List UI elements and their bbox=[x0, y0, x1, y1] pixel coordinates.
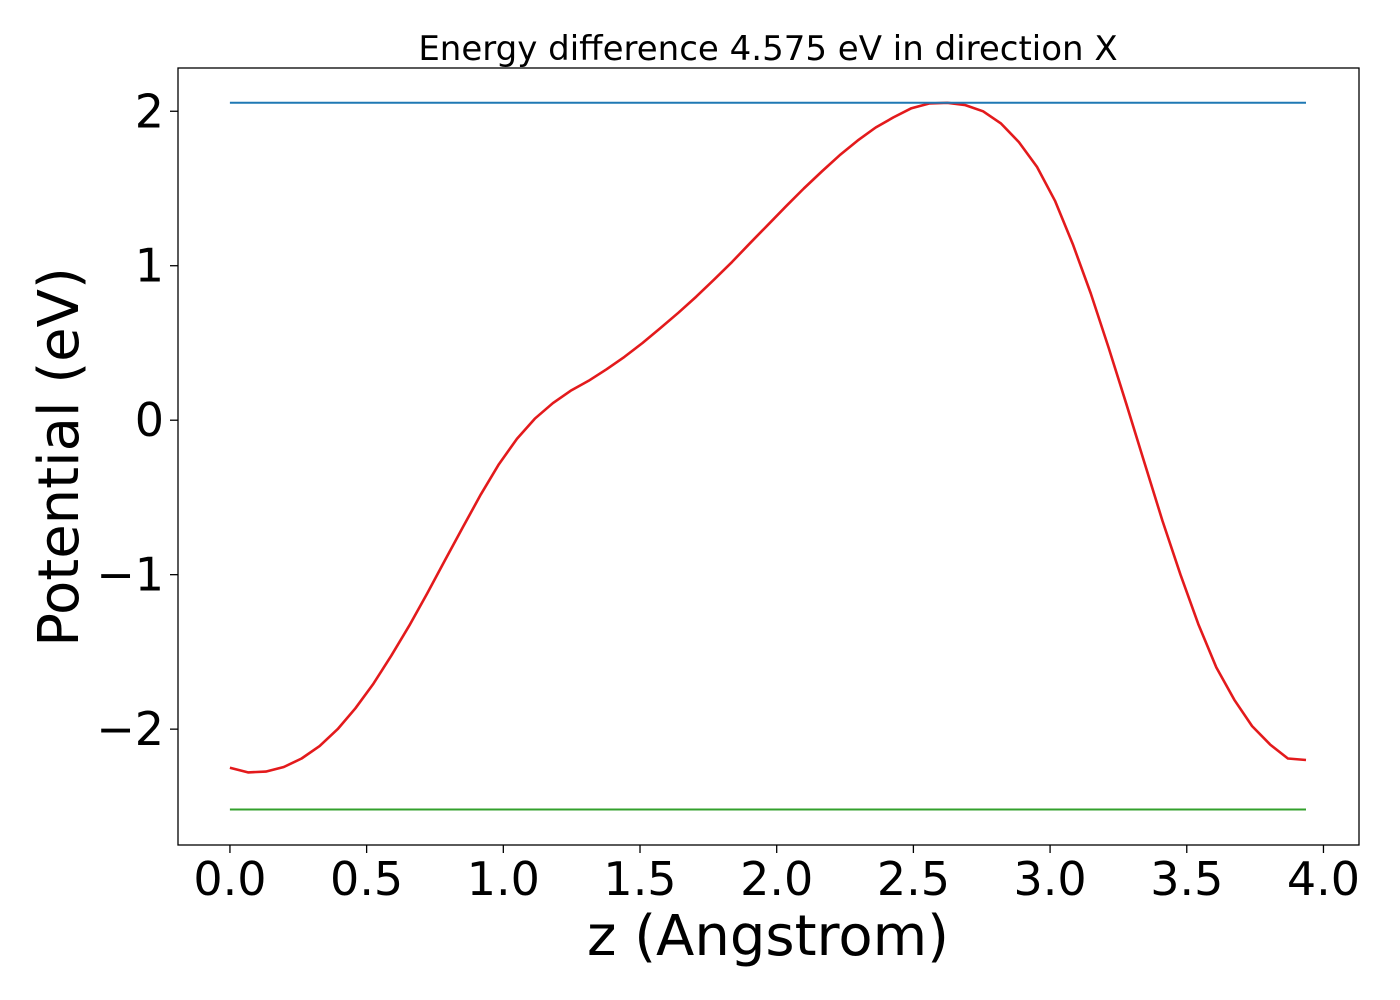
y-tick-label: 0 bbox=[135, 393, 164, 447]
x-axis: 0.0 0.5 1.0 1.5 2.0 2.5 3.0 3.5 4.0 bbox=[193, 845, 1360, 906]
y-tick-label: −1 bbox=[96, 548, 164, 602]
y-axis: −2 −1 0 1 2 bbox=[96, 84, 178, 756]
y-tick-label: 1 bbox=[135, 239, 164, 293]
x-tick-label: 3.0 bbox=[1014, 852, 1087, 906]
x-tick-label: 2.0 bbox=[740, 852, 813, 906]
x-tick-label: 0.5 bbox=[330, 852, 403, 906]
x-tick-label: 2.5 bbox=[877, 852, 950, 906]
x-tick-label: 3.5 bbox=[1150, 852, 1223, 906]
y-axis-label: Potential (eV) bbox=[27, 267, 92, 647]
plot-frame bbox=[177, 67, 1360, 846]
x-axis-label: z (Angstrom) bbox=[587, 904, 949, 969]
plot-area bbox=[229, 101, 1307, 811]
series-line-1 bbox=[229, 101, 1307, 774]
x-tick-label: 0.0 bbox=[193, 852, 266, 906]
x-tick-label: 1.0 bbox=[467, 852, 540, 906]
y-tick-label: −2 bbox=[96, 702, 164, 756]
y-tick-label: 2 bbox=[135, 84, 164, 138]
x-tick-label: 1.5 bbox=[603, 852, 676, 906]
chart-title: Energy difference 4.575 eV in direction … bbox=[418, 29, 1117, 69]
x-tick-label: 4.0 bbox=[1287, 852, 1360, 906]
